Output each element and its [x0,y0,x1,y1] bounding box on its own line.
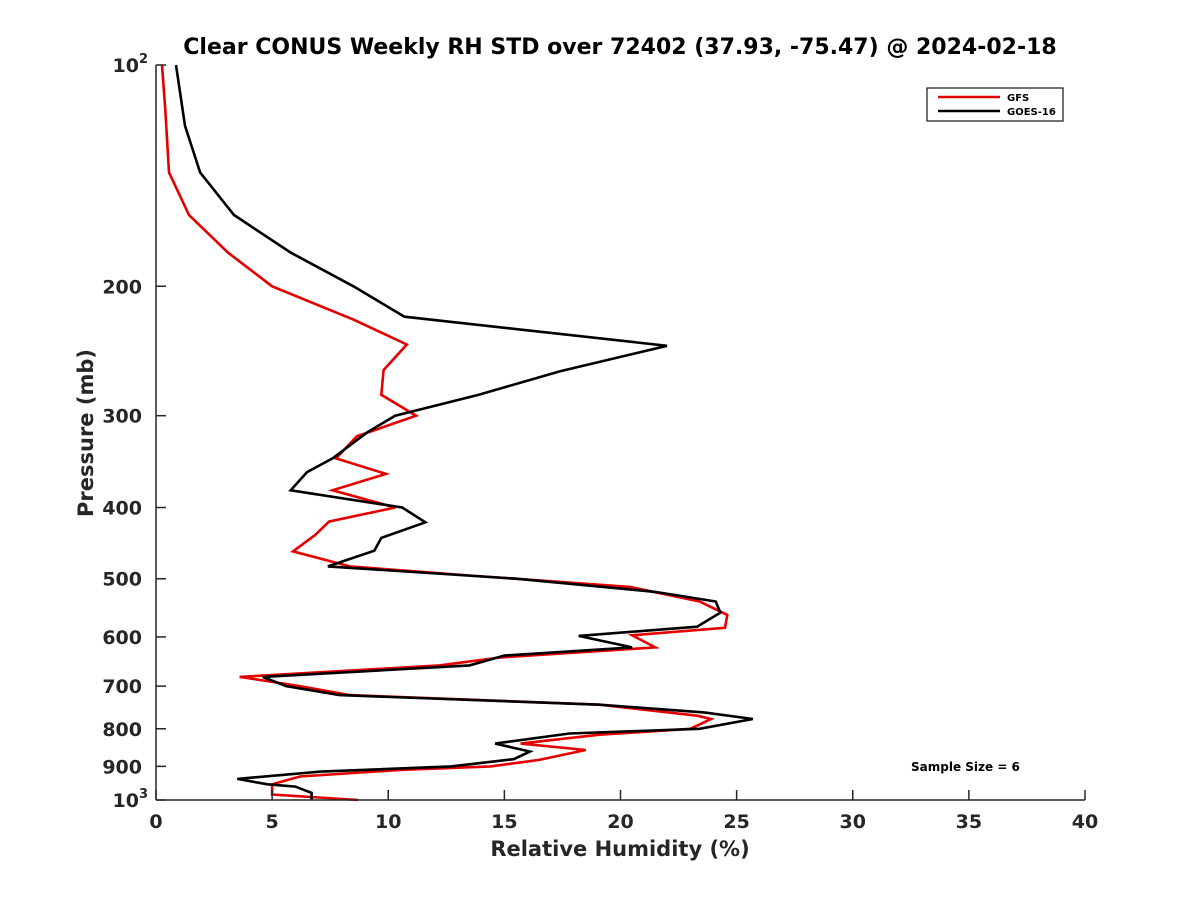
y-tick-label: 900 [102,756,142,778]
y-ticks: 102 200 300 400 500 600 700 800 900 103 [102,52,166,812]
axes [155,65,1085,801]
x-axis-label: Relative Humidity (%) [490,837,749,861]
legend-label-goes16: GOES-16 [1007,107,1056,118]
y-tick-label: 700 [102,676,142,698]
legend-label-gfs: GFS [1007,93,1029,104]
chart-title: Clear CONUS Weekly RH STD over 72402 (37… [183,35,1056,60]
y-tick-label: 200 [102,276,142,298]
x-tick-label: 30 [840,811,866,833]
series-line-goes16 [174,64,754,800]
y-tick-label: 102 [113,52,149,77]
legend: GFS GOES-16 [926,87,1064,122]
x-tick-label: 20 [607,811,633,833]
y-axis-label: Pressure (mb) [74,349,98,517]
x-tick-label: 10 [375,811,401,833]
y-tick-label: 600 [102,627,142,649]
series-line-gfs [160,64,729,802]
y-tick-label: 300 [102,406,142,428]
sample-size-annotation: Sample Size = 6 [911,760,1020,774]
x-tick-label: 25 [723,811,749,833]
y-tick-label: 400 [102,498,142,520]
x-tick-label: 40 [1072,811,1098,833]
x-tick-label: 0 [149,811,162,833]
x-tick-label: 35 [956,811,982,833]
legend-box [926,87,1064,122]
plot-lines [160,64,754,802]
x-tick-label: 15 [491,811,517,833]
y-tick-label: 500 [102,569,142,591]
y-tick-label: 103 [113,787,149,812]
x-tick-label: 5 [266,811,279,833]
y-tick-label: 800 [102,719,142,741]
x-ticks: 0 5 10 15 20 25 30 35 40 [149,790,1098,833]
